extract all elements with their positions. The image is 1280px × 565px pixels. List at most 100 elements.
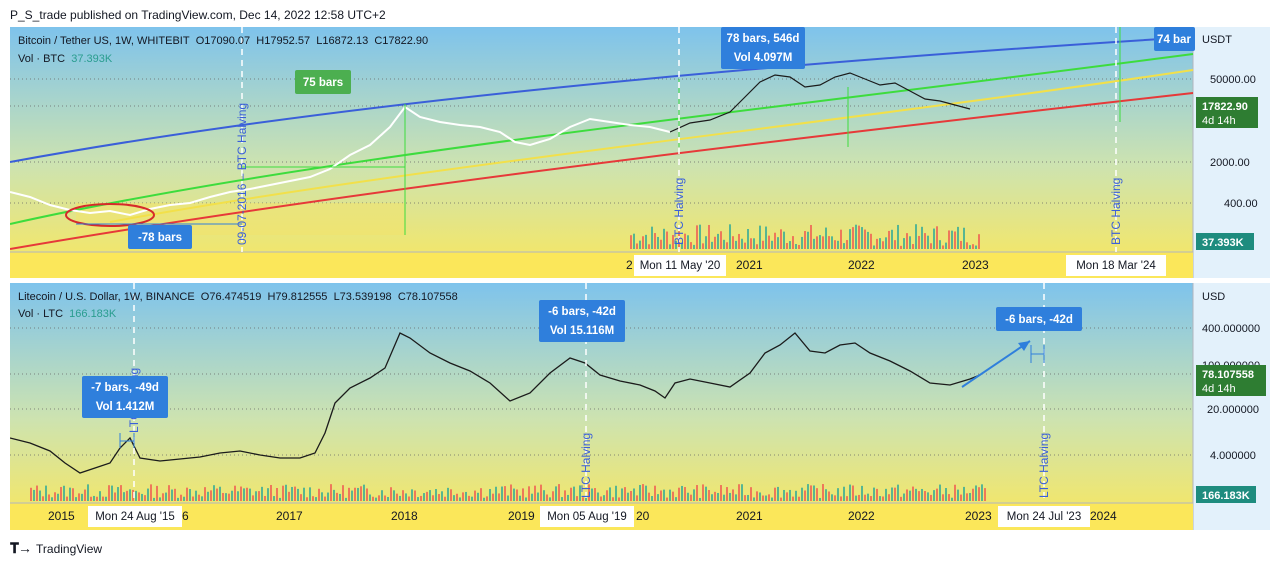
volume-bar <box>915 488 917 501</box>
volume-bar <box>663 228 665 249</box>
volume-bar <box>921 488 923 501</box>
volume-bar <box>102 496 104 501</box>
volume-bar <box>729 492 731 501</box>
ltc-x-tick: 2021 <box>736 509 763 523</box>
volume-bar <box>735 240 737 249</box>
volume-bar <box>942 245 944 249</box>
ltc-volume-badge[interactable]: 166.183K <box>1196 486 1256 503</box>
volume-bar <box>645 234 647 249</box>
ltc-volume-legend[interactable]: Vol · LTC 166.183K <box>18 308 117 320</box>
volume-bar <box>927 492 929 501</box>
volume-bar <box>30 487 32 501</box>
volume-bar <box>648 492 650 501</box>
volume-bar <box>477 492 479 501</box>
green-support-curve[interactable] <box>10 53 1194 225</box>
svg-text:74 bar: 74 bar <box>1157 34 1191 46</box>
ltc-x-tick: 2023 <box>965 509 992 523</box>
volume-bar <box>747 494 749 501</box>
btc-plot-background <box>10 27 1193 278</box>
volume-bar <box>708 490 710 501</box>
volume-bar <box>207 491 209 501</box>
volume-bar <box>384 495 386 501</box>
volume-bar <box>651 226 653 249</box>
volume-bar <box>330 484 332 501</box>
btc-chart[interactable]: 09-07-2016 – BTC Halving BTC Halving BTC… <box>10 27 1270 278</box>
volume-bar <box>537 492 539 501</box>
volume-bar <box>957 226 959 249</box>
volume-bar <box>186 487 188 501</box>
volume-bar <box>786 243 788 249</box>
btc-volume-badge[interactable]: 37.393K <box>1196 233 1254 250</box>
btc-price-series[interactable] <box>10 105 671 217</box>
ltc-chart[interactable]: LTC Halving LTC Halving LTC Halving -7 b… <box>10 283 1270 530</box>
volume-bar <box>963 227 965 249</box>
annotation-74-bars[interactable]: 74 bar <box>1154 27 1195 51</box>
annotation-78-bars-546d[interactable]: 78 bars, 546d Vol 4.097M <box>721 27 805 69</box>
volume-bar <box>966 242 968 249</box>
ltc-date-label-2015: Mon 24 Aug '15 <box>88 506 182 527</box>
blue-resistance-curve[interactable] <box>10 36 1194 163</box>
annotation-75-bars[interactable]: 75 bars <box>295 70 351 94</box>
btc-time-axis[interactable] <box>10 252 1193 278</box>
volume-bar <box>789 489 791 501</box>
tradingview-logo-icon: 𝐓→ <box>10 540 32 556</box>
volume-bar <box>924 233 926 249</box>
btc-symbol-legend[interactable]: Bitcoin / Tether US, 1W, WHITEBIT O17090… <box>18 35 429 47</box>
volume-bar <box>36 485 38 501</box>
ltc-pane[interactable]: LTC Halving LTC Halving LTC Halving -7 b… <box>10 283 1270 530</box>
volume-bar <box>654 485 656 501</box>
volume-bar <box>612 497 614 501</box>
volume-bar <box>714 491 716 501</box>
volume-bar <box>369 494 371 501</box>
volume-bar <box>195 490 197 501</box>
volume-bar <box>819 235 821 249</box>
volume-bar <box>780 229 782 249</box>
svg-text:-7 bars, -49d: -7 bars, -49d <box>91 382 159 394</box>
volume-bar <box>984 488 986 501</box>
volume-bar <box>594 488 596 501</box>
volume-bar <box>909 490 911 501</box>
annotation-minus-78-bars[interactable]: -78 bars <box>128 225 192 249</box>
svg-text:4d 14h: 4d 14h <box>1202 115 1236 127</box>
btc-recent-price-series[interactable] <box>669 72 971 133</box>
volume-bar <box>198 494 200 501</box>
ltc-symbol-legend[interactable]: Litecoin / U.S. Dollar, 1W, BINANCE O76.… <box>18 291 458 303</box>
volume-bar <box>168 485 170 501</box>
volume-bar <box>459 497 461 501</box>
volume-bar <box>750 487 752 501</box>
volume-bar <box>543 490 545 501</box>
volume-bar <box>267 488 269 501</box>
tradingview-footer[interactable]: 𝐓→ TradingView <box>10 540 102 557</box>
ltc-trend-arrow[interactable] <box>961 340 1031 388</box>
btc-pane[interactable]: 09-07-2016 – BTC Halving BTC Halving BTC… <box>10 27 1270 278</box>
volume-bar <box>501 486 503 501</box>
volume-bar <box>687 492 689 501</box>
volume-bar <box>111 485 113 501</box>
annotation-minus-6-bars-2019[interactable]: -6 bars, -42d Vol 15.116M <box>539 300 625 342</box>
ltc-last-price-badge[interactable]: 78.107558 4d 14h <box>1196 365 1266 396</box>
volume-bar <box>657 494 659 501</box>
volume-bar <box>978 487 980 501</box>
volume-bar <box>48 494 50 501</box>
volume-bar <box>873 245 875 249</box>
yellow-support-curve[interactable] <box>109 69 1194 223</box>
volume-bar <box>435 489 437 501</box>
volume-bar <box>888 230 890 249</box>
ltc-price-series[interactable] <box>10 332 981 474</box>
volume-bar <box>684 487 686 501</box>
volume-bar <box>696 485 698 501</box>
volume-bar <box>573 486 575 501</box>
annotation-minus-7-bars[interactable]: -7 bars, -49d Vol 1.412M <box>82 376 168 418</box>
btc-last-price-badge[interactable]: 17822.90 4d 14h <box>1196 97 1258 128</box>
volume-bar <box>693 244 695 249</box>
red-ellipse-marker[interactable] <box>65 203 155 227</box>
volume-bar <box>882 496 884 501</box>
annotation-minus-6-bars-2023[interactable]: -6 bars, -42d <box>996 307 1082 331</box>
volume-bar <box>372 496 374 501</box>
btc-volume-legend[interactable]: Vol · BTC 37.393K <box>18 53 113 65</box>
volume-bar <box>627 492 629 501</box>
volume-bar <box>684 233 686 249</box>
volume-bar <box>837 240 839 249</box>
volume-bar <box>969 245 971 249</box>
volume-bar <box>246 487 248 501</box>
